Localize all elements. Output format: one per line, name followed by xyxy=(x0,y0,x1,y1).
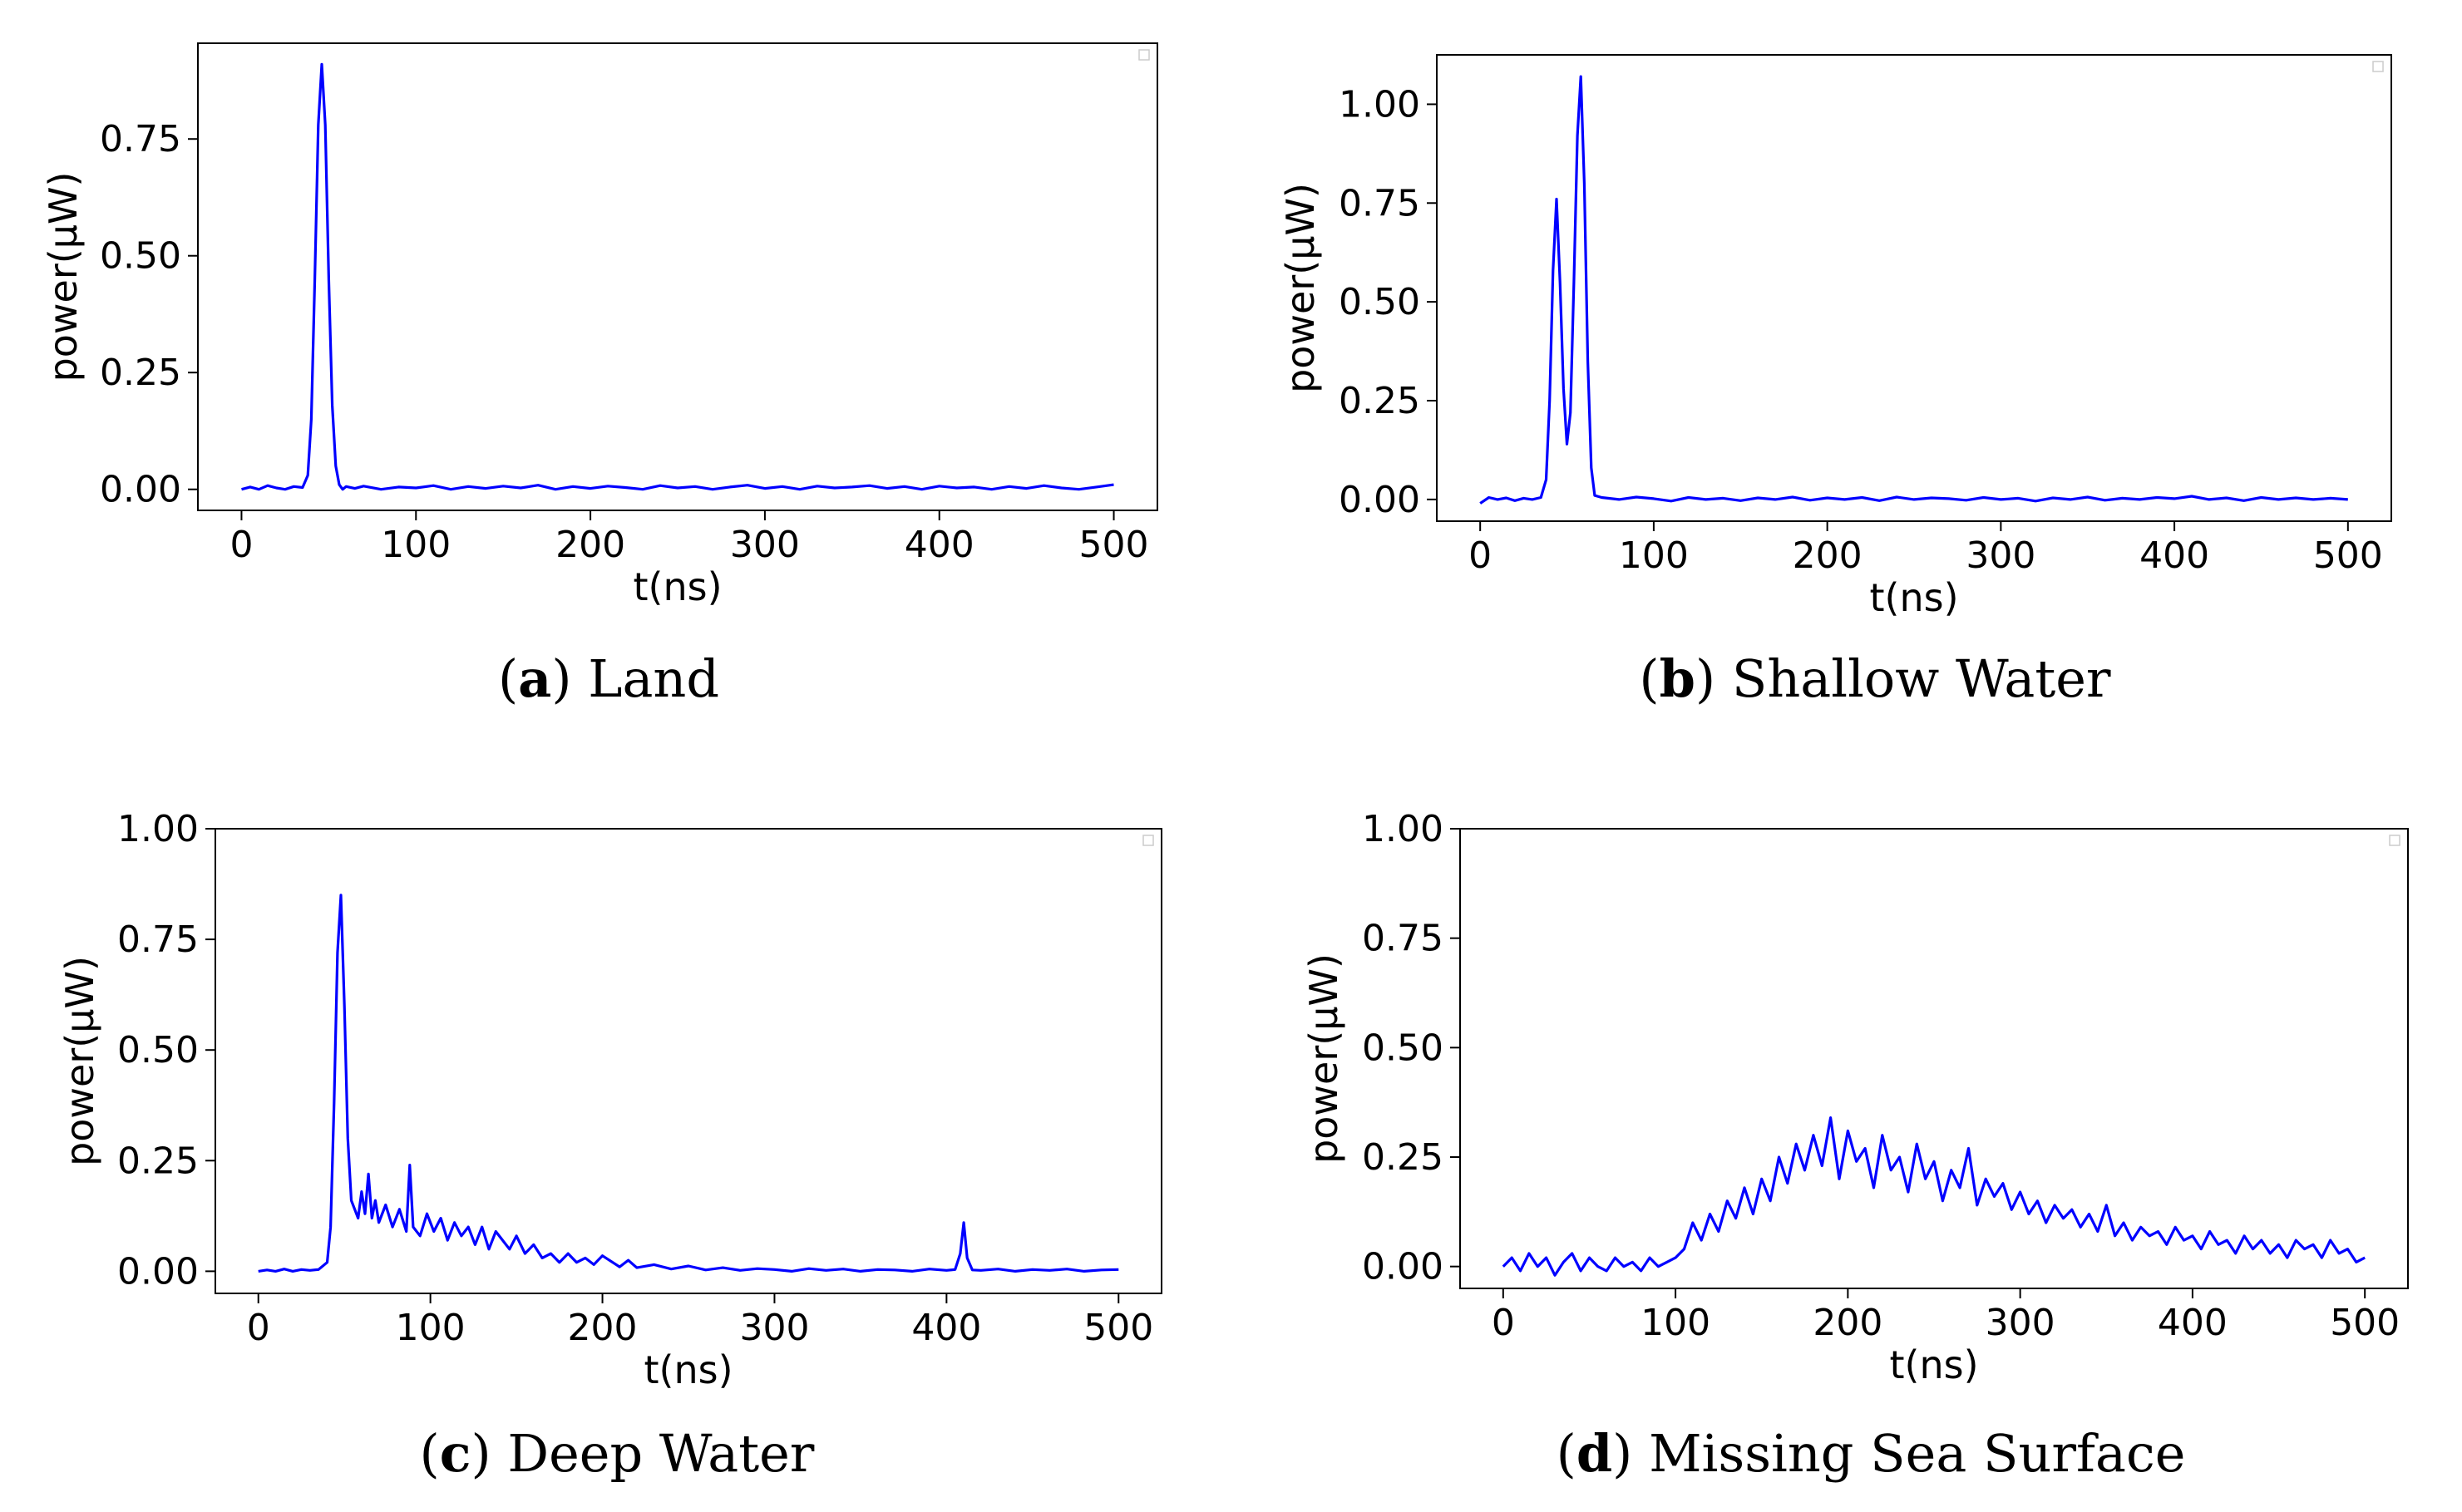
panel-c-plot: 0 100 200 300 400 500 0.00 0.25 0.50 0.75 1.00 t(ns… xyxy=(57,808,1162,1392)
panel-a-ytick-label: 0.25 xyxy=(100,352,181,394)
panel-a-caption-title: Land xyxy=(588,648,719,709)
panel-b-xtick-label: 100 xyxy=(1619,534,1689,577)
panel-a-axes-frame xyxy=(197,42,1158,511)
panel-c-axes-frame xyxy=(215,828,1162,1294)
panel-d-axes-frame xyxy=(1459,828,2409,1289)
panel-d-series-line-0 xyxy=(1502,1116,2366,1277)
panel-c-xtick-label: 500 xyxy=(1083,1307,1153,1349)
panel-b-ytick-label: 0.00 xyxy=(1339,479,1420,521)
panel-d-xtick-label: 300 xyxy=(1986,1302,2055,1344)
panel-c-ytick-label: 0.00 xyxy=(117,1250,199,1293)
panel-c-x-axis-label: t(ns) xyxy=(644,1347,733,1392)
panel-d-xtick-label: 400 xyxy=(2158,1302,2228,1344)
panel-a-ytick-label: 0.75 xyxy=(100,118,181,160)
panel-a-ytick-label: 0.50 xyxy=(100,235,181,278)
panel-c-caption: (c) Deep Water xyxy=(420,1423,815,1484)
panel-d-xtick-label: 200 xyxy=(1813,1302,1882,1344)
panel-d-caption: (d) Missing Sea Surface xyxy=(1557,1423,2186,1484)
panel-a-plot: 0 100 200 300 400 500 0.00 0.25 0.50 0.75 t(ns) pow… xyxy=(41,42,1158,609)
panel-b-ytick-label: 1.00 xyxy=(1339,83,1420,126)
panel-b-ytick-label: 0.50 xyxy=(1339,281,1420,323)
panel-a-xtick-label: 100 xyxy=(381,524,451,566)
panel-b-xtick-label: 500 xyxy=(2313,534,2383,577)
panel-b-series-line-0 xyxy=(1479,75,2348,505)
panel-a-xtick-label: 500 xyxy=(1079,524,1149,566)
panel-a-xtick-label: 200 xyxy=(555,524,625,566)
panel-b: 0 100 200 300 400 500 0.00 0.25 0.50 0.75 1.00 t(ns… xyxy=(1278,54,2392,709)
panel-d-caption-letter: d xyxy=(1576,1423,1612,1484)
panel-a-series-line-0 xyxy=(241,62,1114,491)
panel-c-series-line-0 xyxy=(258,894,1119,1273)
panel-c-xtick-label: 0 xyxy=(247,1307,270,1349)
panel-c-ytick-label: 0.75 xyxy=(117,919,199,961)
panel-a-ytick-label: 0.00 xyxy=(100,469,181,511)
panel-c-legend-box-icon xyxy=(1142,835,1154,846)
panel-b-y-axis-label: power(μW) xyxy=(1278,183,1323,393)
panel-d-y-axis-label: power(μW) xyxy=(1301,953,1346,1164)
panel-a-xtick-label: 0 xyxy=(229,524,253,566)
panel-d-xtick-label: 500 xyxy=(2330,1302,2400,1344)
panel-c-ytick-label: 0.50 xyxy=(117,1029,199,1071)
panel-d-plot: 0 100 200 300 400 500 0.00 0.25 0.50 0.75 1.00 t(ns… xyxy=(1301,808,2409,1387)
panel-d: 0 100 200 300 400 500 0.00 0.25 0.50 0.75 1.00 t(ns… xyxy=(1301,808,2409,1484)
panel-a-caption-letter: a xyxy=(518,648,551,709)
panel-d-ytick-label: 0.50 xyxy=(1362,1027,1443,1069)
panel-d-x-axis-label: t(ns) xyxy=(1889,1342,1978,1387)
panel-b-caption-title: Shallow Water xyxy=(1732,648,2111,709)
panel-a-xtick-label: 400 xyxy=(905,524,974,566)
panel-a-legend-box-icon xyxy=(1138,49,1150,61)
panel-d-xtick-label: 0 xyxy=(1492,1302,1515,1344)
panel-c-ytick-label: 0.25 xyxy=(117,1140,199,1182)
panel-b-axes-frame xyxy=(1436,54,2392,522)
panel-b-xtick-label: 300 xyxy=(1966,534,2035,577)
panel-d-caption-title: Missing Sea Surface xyxy=(1649,1423,2185,1484)
panel-b-legend-box-icon xyxy=(2372,61,2384,72)
panel-d-ytick-label: 0.75 xyxy=(1362,918,1443,960)
panel-a-caption: (a) Land xyxy=(498,648,719,709)
panel-b-caption-letter: b xyxy=(1660,648,1695,709)
panel-d-legend-box-icon xyxy=(2389,835,2400,846)
panel-b-ytick-label: 0.75 xyxy=(1339,182,1420,224)
panel-c-xtick-label: 200 xyxy=(568,1307,638,1349)
panel-a-xtick-label: 300 xyxy=(730,524,800,566)
panel-b-xtick-label: 400 xyxy=(2139,534,2209,577)
panel-c-xtick-label: 400 xyxy=(911,1307,981,1349)
panel-c-y-axis-label: power(μW) xyxy=(57,956,102,1166)
panel-c-ytick-label: 1.00 xyxy=(117,808,199,850)
panel-a-y-axis-label: power(μW) xyxy=(41,172,86,382)
panel-d-ytick-label: 1.00 xyxy=(1362,808,1443,850)
panel-b-plot: 0 100 200 300 400 500 0.00 0.25 0.50 0.75 1.00 t(ns… xyxy=(1278,54,2392,620)
panel-c-caption-title: Deep Water xyxy=(507,1423,814,1484)
panel-c: 0 100 200 300 400 500 0.00 0.25 0.50 0.75 1.00 t(ns… xyxy=(57,808,1162,1484)
panel-a: 0 100 200 300 400 500 0.00 0.25 0.50 0.75 t(ns) pow… xyxy=(41,42,1158,709)
panel-b-caption: (b) Shallow Water xyxy=(1639,648,2111,709)
panel-c-xtick-label: 100 xyxy=(396,1307,466,1349)
panel-b-xtick-label: 200 xyxy=(1793,534,1863,577)
panel-d-xtick-label: 100 xyxy=(1641,1302,1710,1344)
panel-b-ytick-label: 0.25 xyxy=(1339,380,1420,422)
panel-c-xtick-label: 300 xyxy=(739,1307,809,1349)
panel-a-x-axis-label: t(ns) xyxy=(633,564,722,609)
panel-d-ytick-label: 0.25 xyxy=(1362,1136,1443,1179)
panel-b-x-axis-label: t(ns) xyxy=(1869,575,1958,620)
panel-b-xtick-label: 0 xyxy=(1468,534,1492,577)
panel-c-caption-letter: c xyxy=(440,1423,471,1484)
panel-d-ytick-label: 0.00 xyxy=(1362,1246,1443,1288)
